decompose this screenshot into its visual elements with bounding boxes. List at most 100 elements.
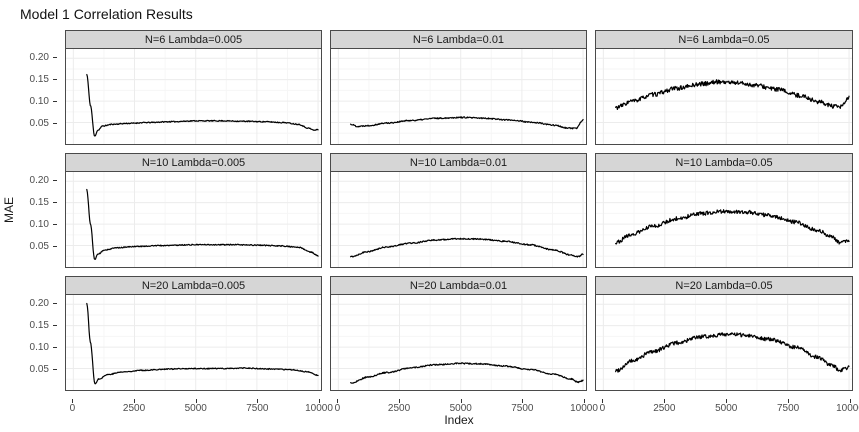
tick-mark	[53, 325, 57, 326]
x-axis-col1: 0 2500 5000 7500 10000	[65, 399, 333, 415]
tick-mark	[72, 399, 74, 403]
plot-panel	[595, 171, 853, 268]
tick-mark	[460, 399, 462, 403]
facet-n10-l01: N=10 Lambda=0.01	[330, 153, 587, 268]
tick-mark	[257, 399, 259, 403]
plot-panel	[65, 294, 322, 391]
tick-mark	[195, 399, 197, 403]
facet-n10-l005: N=10 Lambda=0.005	[65, 153, 322, 268]
tick-mark	[53, 369, 57, 370]
tick-mark	[53, 246, 57, 247]
tick-mark	[726, 399, 728, 403]
facet-strip-label: N=10 Lambda=0.01	[330, 153, 587, 171]
axis-corner	[0, 399, 57, 415]
x-tick-label: 5000	[449, 403, 472, 414]
facet-n20-l005: N=20 Lambda=0.005	[65, 276, 322, 391]
tick-mark	[53, 123, 57, 124]
y-tick-label: 0.05	[29, 118, 49, 129]
y-tick-label: 0.10	[29, 219, 49, 230]
plot-panel	[330, 294, 587, 391]
data-series-line	[616, 210, 849, 244]
y-tick-label: 0.20	[29, 175, 49, 186]
line-chart-canvas	[596, 49, 852, 144]
facet-strip-label: N=10 Lambda=0.005	[65, 153, 322, 171]
plot-panel	[595, 48, 853, 145]
data-series-line	[87, 75, 318, 136]
x-tick-label: 2500	[122, 403, 146, 414]
tick-mark	[53, 303, 57, 304]
facet-strip-label: N=6 Lambda=0.005	[65, 30, 322, 48]
tick-mark	[399, 399, 401, 403]
tick-mark	[788, 399, 790, 403]
tick-mark	[584, 399, 586, 403]
data-series-line	[351, 238, 583, 257]
facet-grid: 0.20 0.15 0.10 0.05 N=6 Lambda=0.005 N=6…	[0, 30, 859, 415]
tick-mark	[337, 399, 339, 403]
data-series-line	[87, 189, 318, 259]
tick-mark	[53, 347, 57, 348]
facet-strip-label: N=20 Lambda=0.005	[65, 276, 322, 294]
tick-mark	[53, 57, 57, 58]
line-chart-canvas	[66, 295, 321, 390]
y-tick-label: 0.15	[29, 74, 49, 85]
data-series-line	[351, 117, 583, 129]
y-axis-row2: 0.20 0.15 0.10 0.05	[0, 153, 57, 268]
x-tick-label: 2500	[387, 403, 411, 414]
plot-panel	[330, 171, 587, 268]
facet-n20-l05: N=20 Lambda=0.05	[595, 276, 853, 391]
line-chart-canvas	[66, 172, 321, 267]
y-tick-label: 0.20	[29, 52, 49, 63]
facet-strip-label: N=20 Lambda=0.05	[595, 276, 853, 294]
x-axis-title: Index	[444, 413, 474, 427]
x-tick-label: 10000	[570, 403, 598, 414]
y-axis-row1: 0.20 0.15 0.10 0.05	[0, 30, 57, 145]
tick-mark	[319, 399, 321, 403]
tick-mark	[53, 202, 57, 203]
tick-mark	[53, 79, 57, 80]
line-chart-canvas	[596, 172, 852, 267]
facet-n20-l01: N=20 Lambda=0.01	[330, 276, 587, 391]
x-tick-label: 0	[599, 403, 606, 414]
facet-n6-l01: N=6 Lambda=0.01	[330, 30, 587, 145]
data-series-line	[616, 333, 849, 372]
facet-strip-label: N=6 Lambda=0.05	[595, 30, 853, 48]
y-tick-label: 0.05	[29, 241, 49, 252]
tick-mark	[53, 180, 57, 181]
facet-strip-label: N=10 Lambda=0.05	[595, 153, 853, 171]
x-tick-label: 0	[69, 403, 76, 414]
tick-mark	[522, 399, 524, 403]
x-tick-label: 5000	[715, 403, 738, 414]
y-axis-row3: 0.20 0.15 0.10 0.05	[0, 276, 57, 391]
data-series-line	[616, 80, 849, 110]
plot-panel	[330, 48, 587, 145]
x-tick-label: 0	[334, 403, 341, 414]
x-tick-label: 7500	[246, 403, 269, 414]
facet-strip-label: N=20 Lambda=0.01	[330, 276, 587, 294]
x-tick-label: 7500	[777, 403, 800, 414]
x-tick-label: 10000	[836, 403, 859, 414]
x-tick-label: 5000	[184, 403, 207, 414]
facet-n6-l05: N=6 Lambda=0.05	[595, 30, 853, 145]
tick-mark	[850, 399, 852, 403]
x-tick-label: 2500	[653, 403, 676, 414]
x-tick-label: 7500	[511, 403, 534, 414]
line-chart-canvas	[331, 172, 586, 267]
y-tick-label: 0.20	[29, 298, 49, 309]
y-tick-label: 0.10	[29, 342, 49, 353]
facet-strip-label: N=6 Lambda=0.01	[330, 30, 587, 48]
tick-mark	[53, 101, 57, 102]
data-series-line	[351, 363, 583, 383]
line-chart-canvas	[331, 49, 586, 144]
data-series-line	[87, 303, 318, 383]
plot-panel	[595, 294, 853, 391]
tick-mark	[53, 224, 57, 225]
line-chart-canvas	[66, 49, 321, 144]
facet-n6-l005: N=6 Lambda=0.005	[65, 30, 322, 145]
tick-mark	[664, 399, 666, 403]
x-axis-col3: 0 2500 5000 7500 10000	[595, 399, 859, 415]
y-tick-label: 0.15	[29, 320, 49, 331]
chart-title: Model 1 Correlation Results	[20, 6, 193, 22]
y-tick-label: 0.15	[29, 197, 49, 208]
y-tick-label: 0.10	[29, 96, 49, 107]
facet-n10-l05: N=10 Lambda=0.05	[595, 153, 853, 268]
